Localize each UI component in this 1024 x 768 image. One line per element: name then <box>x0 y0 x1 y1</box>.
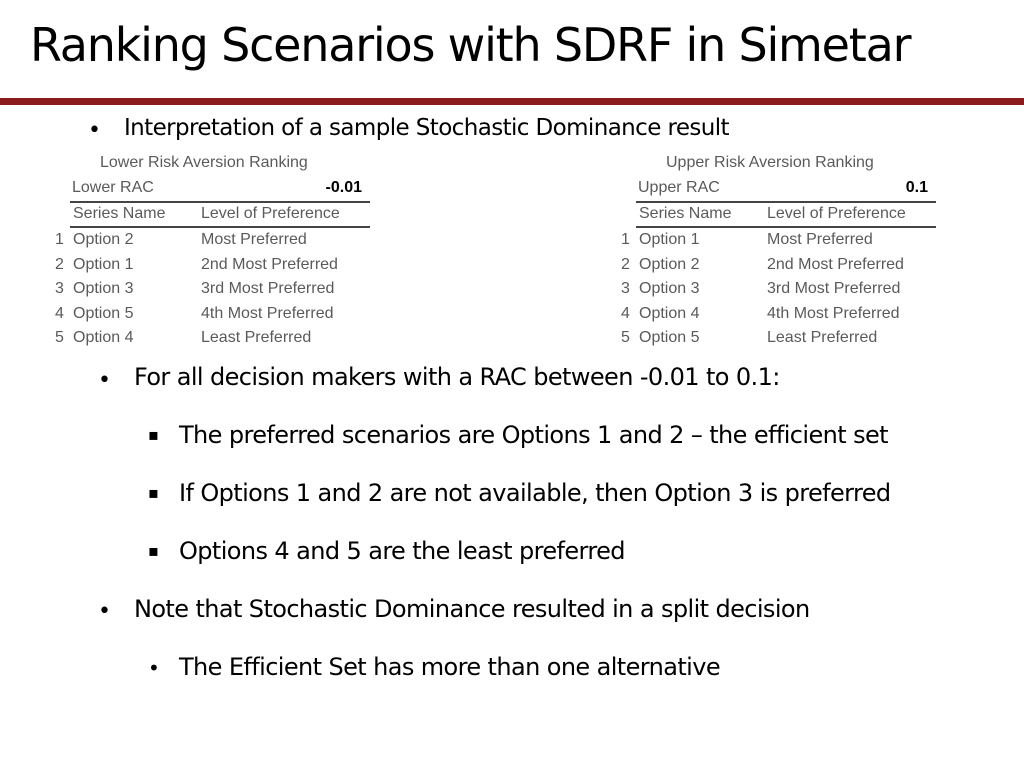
row-level: 3rd Most Preferred <box>201 280 335 297</box>
table-rule <box>636 201 936 203</box>
row-level: 2nd Most Preferred <box>201 256 338 273</box>
column-header-level: Level of Preference <box>201 205 340 222</box>
row-rank: 1 <box>55 231 64 248</box>
row-series: Option 4 <box>73 329 134 346</box>
table-rule <box>70 226 370 228</box>
row-series: Option 3 <box>639 280 700 297</box>
column-header-series: Series Name <box>639 205 732 222</box>
row-series: Option 5 <box>639 329 700 346</box>
table-heading: Upper Risk Aversion Ranking <box>666 154 874 171</box>
rac-label: Upper RAC <box>638 179 720 196</box>
bullet-symbol: • <box>88 118 101 143</box>
bullet-symbol: ▪ <box>148 541 159 560</box>
column-header-level: Level of Preference <box>767 205 906 222</box>
row-level: 4th Most Preferred <box>201 305 334 322</box>
bullet-level-2: The preferred scenarios are Options 1 an… <box>179 421 889 449</box>
row-rank: 5 <box>621 329 630 346</box>
table-rule <box>636 226 936 228</box>
row-rank: 3 <box>55 280 64 297</box>
upper-ranking-table: Upper Risk Aversion Ranking Upper RAC 0.… <box>618 152 938 352</box>
bullet-level-2: If Options 1 and 2 are not available, th… <box>179 479 891 507</box>
row-level: 3rd Most Preferred <box>767 280 901 297</box>
row-level: Most Preferred <box>201 231 307 248</box>
table-heading: Lower Risk Aversion Ranking <box>100 154 308 171</box>
intro-bullet: Interpretation of a sample Stochastic Do… <box>124 115 730 141</box>
row-series: Option 2 <box>639 256 700 273</box>
lower-ranking-table: Lower Risk Aversion Ranking Lower RAC -0… <box>52 152 372 352</box>
row-level: Least Preferred <box>767 329 878 346</box>
row-series: Option 2 <box>73 231 134 248</box>
bullet-symbol: • <box>98 368 111 393</box>
row-level: Most Preferred <box>767 231 873 248</box>
column-header-series: Series Name <box>73 205 166 222</box>
row-rank: 2 <box>621 256 630 273</box>
bullet-level-2: The Efficient Set has more than one alte… <box>179 653 721 681</box>
bullet-level-2: Options 4 and 5 are the least preferred <box>179 537 625 565</box>
bullet-symbol: ▪ <box>148 483 159 502</box>
row-rank: 2 <box>55 256 64 273</box>
row-level: 4th Most Preferred <box>767 305 900 322</box>
row-level: 2nd Most Preferred <box>767 256 904 273</box>
bullet-symbol: • <box>148 656 160 680</box>
rac-value: -0.01 <box>325 179 362 196</box>
bullet-symbol: ▪ <box>148 425 159 444</box>
row-level: Least Preferred <box>201 329 312 346</box>
row-rank: 1 <box>621 231 630 248</box>
row-series: Option 1 <box>73 256 134 273</box>
bullet-symbol: • <box>98 599 111 624</box>
row-rank: 3 <box>621 280 630 297</box>
rac-value: 0.1 <box>905 179 928 196</box>
bullet-level-1: For all decision makers with a RAC betwe… <box>134 363 780 391</box>
row-rank: 4 <box>621 305 630 322</box>
row-series: Option 3 <box>73 280 134 297</box>
row-series: Option 5 <box>73 305 134 322</box>
slide-title: Ranking Scenarios with SDRF in Simetar <box>30 18 912 72</box>
row-rank: 4 <box>55 305 64 322</box>
title-divider <box>0 98 1024 105</box>
bullet-level-1: Note that Stochastic Dominance resulted … <box>134 595 810 623</box>
row-rank: 5 <box>55 329 64 346</box>
row-series: Option 1 <box>639 231 700 248</box>
table-rule <box>70 201 370 203</box>
rac-label: Lower RAC <box>72 179 154 196</box>
row-series: Option 4 <box>639 305 700 322</box>
